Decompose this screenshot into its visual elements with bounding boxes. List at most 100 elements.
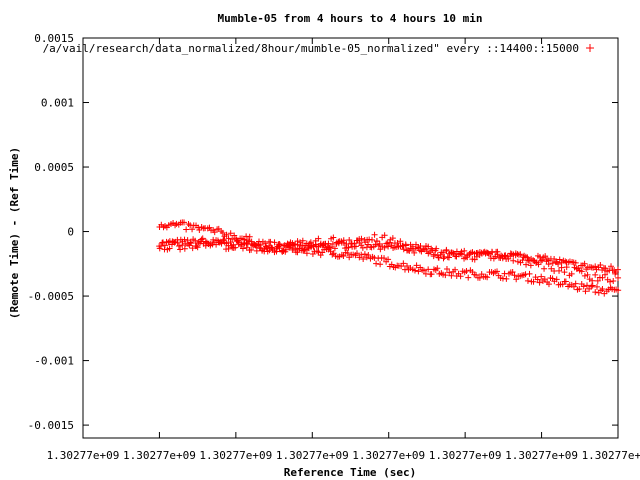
- data-point: [599, 286, 606, 293]
- data-point: [329, 251, 336, 258]
- x-tick-label: 1.30277e+09: [199, 449, 272, 462]
- data-point: [271, 249, 278, 256]
- data-point: [271, 239, 278, 246]
- data-point: [615, 287, 622, 294]
- data-point: [187, 239, 194, 246]
- legend: /a/vail/research/data_normalized/8hour/m…: [43, 42, 594, 55]
- data-point: [239, 245, 246, 252]
- data-point: [568, 270, 575, 277]
- plot-area: [82, 37, 619, 439]
- data-point: [172, 222, 179, 229]
- data-point: [445, 254, 452, 261]
- data-point: [225, 245, 232, 252]
- data-point: [545, 281, 552, 288]
- x-tick-label: 1.30277e+09: [123, 449, 196, 462]
- x-tick-label: 1.30277e+09: [505, 449, 578, 462]
- data-point: [572, 259, 579, 266]
- data-point: [504, 253, 511, 260]
- data-point: [440, 255, 447, 262]
- data-point: [229, 236, 236, 243]
- y-tick-label: 0.001: [41, 97, 74, 110]
- data-point: [257, 242, 264, 249]
- data-point: [420, 267, 427, 274]
- data-point: [230, 241, 237, 248]
- data-point: [310, 242, 317, 249]
- y-tick-label: 0.0005: [34, 161, 74, 174]
- data-point: [517, 259, 524, 266]
- data-point: [376, 241, 383, 248]
- data-point: [541, 265, 548, 272]
- data-point: [466, 250, 473, 257]
- data-point: [597, 262, 604, 269]
- data-point: [181, 219, 188, 226]
- data-point: [248, 246, 255, 253]
- data-point: [442, 272, 449, 279]
- data-point: [542, 253, 549, 260]
- data-point: [527, 262, 534, 269]
- data-point: [594, 277, 601, 284]
- data-point: [330, 234, 337, 241]
- data-point: [581, 272, 588, 279]
- data-point: [381, 244, 388, 251]
- data-point: [344, 250, 351, 257]
- data-point: [188, 240, 195, 247]
- data-point: [400, 242, 407, 249]
- data-point: [411, 267, 418, 274]
- data-point: [225, 235, 232, 242]
- data-point: [352, 243, 359, 250]
- data-point: [159, 239, 166, 246]
- data-point: [558, 264, 565, 271]
- data-point: [404, 262, 411, 269]
- data-point: [411, 249, 418, 256]
- data-point: [530, 278, 537, 285]
- data-point: [524, 257, 531, 264]
- chart-title: Mumble-05 from 4 hours to 4 hours 10 min: [218, 12, 483, 25]
- data-point: [179, 242, 186, 249]
- data-point: [199, 235, 206, 242]
- data-point: [573, 265, 580, 272]
- data-point: [345, 244, 352, 251]
- data-point: [373, 260, 380, 267]
- data-point: [545, 257, 552, 264]
- data-point: [515, 251, 522, 258]
- x-tick-label: 1.30277e+09: [276, 449, 349, 462]
- data-point: [384, 239, 391, 246]
- data-point: [425, 266, 432, 273]
- data-point: [614, 266, 621, 273]
- data-point: [371, 231, 378, 238]
- data-point: [372, 241, 379, 248]
- data-point: [389, 235, 396, 242]
- x-tick-label: 1.30277e+09: [47, 449, 120, 462]
- data-point: [409, 246, 416, 253]
- data-point: [592, 263, 599, 270]
- data-point: [314, 248, 321, 255]
- data-point: [220, 236, 227, 243]
- data-point: [446, 269, 453, 276]
- data-point: [602, 271, 609, 278]
- data-point: [420, 245, 427, 252]
- data-point: [377, 261, 384, 268]
- y-tick-label: -0.001: [34, 355, 74, 368]
- data-point: [443, 246, 450, 253]
- data-point: [512, 250, 519, 257]
- y-axis-ticks: 0.0015 0.001 0.0005 0 -0.0005 -0.001 -0.0015: [28, 32, 618, 432]
- data-point: [457, 273, 464, 280]
- data-point: [514, 258, 521, 265]
- data-point: [448, 249, 455, 256]
- data-point: [241, 240, 248, 247]
- data-point: [476, 274, 483, 281]
- data-point: [227, 230, 234, 237]
- data-point: [183, 226, 190, 233]
- data-point: [405, 247, 412, 254]
- data-point: [320, 241, 327, 248]
- data-point: [268, 244, 275, 251]
- data-point: [413, 262, 420, 269]
- data-point: [251, 241, 258, 248]
- data-point: [461, 247, 468, 254]
- data-point: [489, 249, 496, 256]
- data-point: [511, 272, 518, 279]
- y-tick-label: -0.0015: [28, 419, 74, 432]
- data-point: [549, 260, 556, 267]
- data-point: [177, 246, 184, 253]
- data-point: [507, 250, 514, 257]
